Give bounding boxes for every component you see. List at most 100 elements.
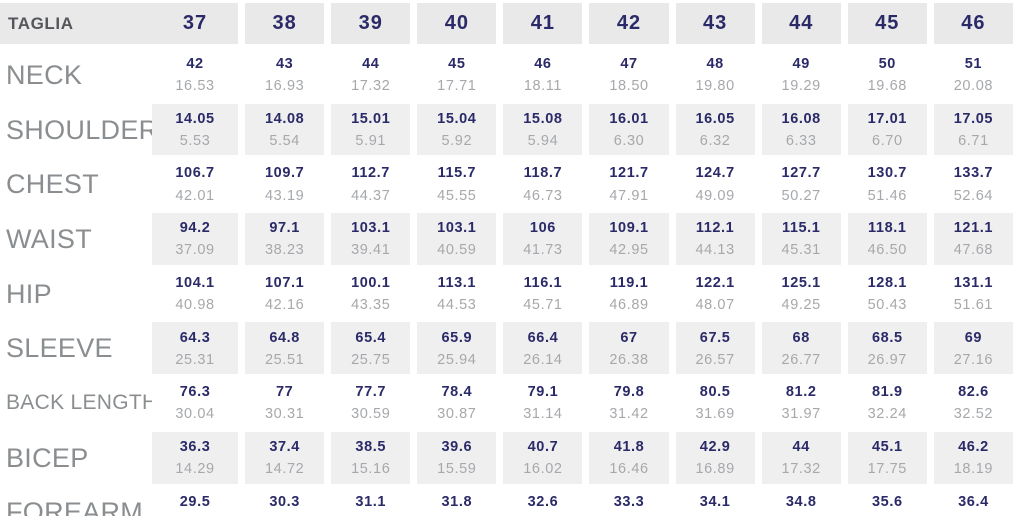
table-row: WAIST 94.2 37.09 97.1 38.23 103.1 39.41 103.1 40…	[0, 212, 1013, 267]
value-primary: 127.7	[781, 165, 821, 182]
value-secondary: 18.50	[609, 78, 649, 95]
value-secondary: 14.72	[264, 461, 305, 478]
value-primary: 76.3	[179, 384, 211, 401]
value-primary: 68	[792, 329, 810, 346]
value-secondary: 17.71	[437, 78, 477, 95]
value-secondary: 27.16	[953, 351, 994, 368]
value-secondary: 5.54	[269, 132, 300, 149]
row-label: FOREARM	[6, 497, 144, 516]
value-primary: 81.9	[871, 384, 903, 401]
value-primary: 116.1	[523, 274, 563, 291]
measurement-cell: 16.05 6.32	[668, 102, 755, 158]
measurement-cell: 116.1 45.71	[496, 266, 583, 322]
measurement-cell: 49 19.29	[754, 48, 841, 103]
value-primary: 46	[534, 56, 552, 73]
value-secondary: 31.97	[781, 406, 821, 423]
measurement-cell: 104.1 40.98	[152, 266, 239, 322]
measurement-cell: 82.6 32.52	[926, 376, 1013, 431]
value-secondary: 6.71	[958, 132, 989, 149]
value-primary: 44	[362, 56, 380, 73]
value-secondary: 31.69	[695, 406, 735, 423]
value-primary: 48	[706, 56, 724, 73]
value-primary: 131.1	[953, 274, 994, 291]
measurement-cell: 14.08 5.54	[238, 102, 325, 158]
measurement-cell: 78.4 30.87	[410, 376, 497, 431]
size-column-header: 40	[410, 0, 497, 48]
measurement-cell: 81.9 32.24	[840, 376, 927, 431]
value-secondary: 45.55	[437, 187, 477, 204]
value-primary: 44	[792, 438, 810, 455]
row-label: BICEP	[6, 442, 89, 473]
value-secondary: 38.23	[264, 242, 305, 259]
row-label: SHOULDER	[6, 114, 152, 145]
size-column-header: 37	[152, 0, 239, 48]
value-secondary: 30.59	[351, 406, 391, 423]
row-label: NECK	[6, 59, 83, 90]
measurement-cell: 17.05 6.71	[926, 102, 1013, 158]
value-primary: 97.1	[269, 220, 300, 237]
value-secondary: 18.11	[523, 78, 563, 95]
measurement-cell: 131.1 51.61	[926, 266, 1013, 322]
value-primary: 36.4	[958, 493, 989, 510]
value-primary: 50	[878, 56, 896, 73]
measurement-cell: 107.1 42.16	[238, 266, 325, 322]
measurement-cell: 65.4 25.75	[324, 321, 411, 377]
size-column-header: 43	[668, 0, 755, 48]
value-secondary: 14.29	[175, 461, 215, 478]
row-label: BACK LENGTH	[6, 391, 152, 415]
measurement-cell: 29.511.61	[152, 485, 239, 516]
measurement-cell: 68 26.77	[754, 321, 841, 377]
value-secondary: 17.32	[351, 78, 391, 95]
measurement-cell: 42.9 16.89	[668, 430, 755, 486]
value-primary: 36.3	[179, 438, 211, 455]
value-primary: 43	[275, 56, 294, 73]
value-secondary: 37.09	[175, 242, 215, 259]
value-secondary: 47.68	[953, 242, 994, 259]
measurement-cell: 76.3 30.04	[152, 376, 239, 431]
value-secondary: 16.89	[695, 461, 735, 478]
measurement-cell: 115.1 45.31	[754, 212, 841, 267]
value-primary: 29.5	[179, 493, 211, 510]
measurement-cell: 130.7 51.46	[840, 157, 927, 213]
value-secondary: 26.77	[781, 351, 821, 368]
value-primary: 80.5	[699, 384, 731, 401]
measurement-cell: 66.4 26.14	[496, 321, 583, 377]
measurement-cell: 103.1 39.41	[324, 212, 411, 267]
value-primary: 67.5	[699, 329, 731, 346]
value-primary: 79.1	[527, 384, 559, 401]
row-label: CHEST	[6, 169, 100, 200]
measurement-cell: 79.8 31.42	[582, 376, 669, 431]
table-row: NECK 42 16.53 43 16.93 44 17.32 45 17.71 46 18.11 4…	[0, 48, 1013, 103]
measurement-cell: 17.01 6.70	[840, 102, 927, 158]
value-primary: 128.1	[867, 274, 907, 291]
measurement-cell: 35.614.01	[840, 485, 927, 516]
value-secondary: 15.59	[437, 461, 477, 478]
value-secondary: 39.41	[351, 242, 391, 259]
measurement-cell: 51 20.08	[926, 48, 1013, 103]
measurement-cell: 44 17.32	[324, 48, 411, 103]
value-primary: 77	[275, 384, 294, 401]
value-primary: 100.1	[351, 274, 391, 291]
value-secondary: 25.94	[437, 351, 477, 368]
value-secondary: 45.71	[523, 297, 563, 314]
value-secondary: 45.31	[781, 242, 821, 259]
measurement-cell: 127.7 50.27	[754, 157, 841, 213]
value-primary: 32.6	[527, 493, 559, 510]
value-secondary: 16.93	[264, 78, 305, 95]
measurement-cell: 44 17.32	[754, 430, 841, 486]
value-primary: 33.3	[613, 493, 645, 510]
value-primary: 14.05	[175, 110, 215, 127]
measurement-cell: 46 18.11	[496, 48, 583, 103]
measurement-cell: 121.1 47.68	[926, 212, 1013, 267]
value-primary: 118.1	[868, 220, 907, 237]
value-secondary: 26.38	[609, 351, 649, 368]
value-primary: 104.1	[175, 274, 215, 291]
value-secondary: 5.94	[527, 132, 559, 149]
measurement-cell: 113.1 44.53	[410, 266, 497, 322]
value-secondary: 43.19	[264, 187, 305, 204]
value-secondary: 18.19	[953, 461, 994, 478]
value-secondary: 42.95	[609, 242, 649, 259]
measurement-cell: 118.1 46.50	[840, 212, 927, 267]
value-primary: 124.7	[695, 165, 735, 182]
